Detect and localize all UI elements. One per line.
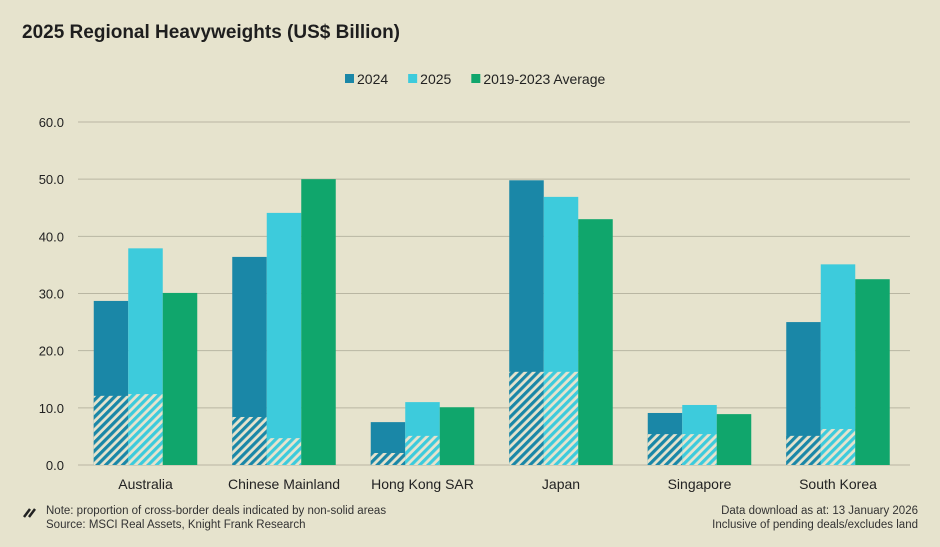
legend-swatch xyxy=(471,74,481,83)
y-tick-label: 20.0 xyxy=(39,344,64,359)
bars xyxy=(93,179,890,465)
bar-2019-2023-average xyxy=(578,219,613,465)
footer-note: Note: proportion of cross-border deals i… xyxy=(46,505,386,517)
bar-cross-border-portion xyxy=(232,416,267,465)
y-tick-label: 50.0 xyxy=(39,172,64,187)
y-tick-label: 30.0 xyxy=(39,287,64,302)
x-tick-label: Singapore xyxy=(668,476,732,492)
y-tick-label: 60.0 xyxy=(39,115,64,130)
bar-cross-border-portion xyxy=(405,435,440,465)
y-tick-label: 10.0 xyxy=(39,401,64,416)
hatch-icon xyxy=(23,508,36,518)
legend: 2024 2025 2019-2023 Average xyxy=(345,71,605,87)
legend-swatch xyxy=(345,74,354,83)
legend-label: 2025 xyxy=(420,71,451,87)
footer-download-date: Data download as at: 13 January 2026 xyxy=(721,505,918,517)
bar-cross-border-portion xyxy=(128,394,163,465)
bar-2019-2023-average xyxy=(301,179,336,465)
legend-swatch xyxy=(408,74,418,83)
legend-label: 2024 xyxy=(357,71,388,87)
x-tick-label: Australia xyxy=(118,476,173,492)
bar-cross-border-portion xyxy=(93,395,129,465)
bar-cross-border-portion xyxy=(682,434,717,465)
x-tick-label: Japan xyxy=(542,476,580,492)
footer-source: Source: MSCI Real Assets, Knight Frank R… xyxy=(46,519,306,531)
x-tick-label: Hong Kong SAR xyxy=(371,476,474,492)
gridlines: 0.0 10.0 20.0 30.0 40.0 50.0 60.0 xyxy=(39,115,910,473)
bar-cross-border-portion xyxy=(543,371,579,465)
x-axis-labels: Australia Chinese Mainland Hong Kong SAR Ja… xyxy=(118,476,877,492)
bar-2025 xyxy=(266,212,302,465)
x-tick-label: South Korea xyxy=(799,476,877,492)
bar-cross-border-portion xyxy=(647,434,683,465)
footer-inclusive: Inclusive of pending deals/excludes land xyxy=(712,519,918,531)
bar-cross-border-portion xyxy=(786,435,821,465)
y-tick-label: 40.0 xyxy=(39,229,64,244)
bar-cross-border-portion xyxy=(509,371,544,465)
bar-2019-2023-average xyxy=(439,407,475,465)
y-tick-label: 0.0 xyxy=(46,458,64,473)
bar-cross-border-portion xyxy=(266,438,302,465)
chart-title: 2025 Regional Heavyweights (US$ Billion) xyxy=(22,22,400,43)
bar-cross-border-portion xyxy=(370,452,406,465)
bar-2019-2023-average xyxy=(162,292,198,465)
bar-2019-2023-average xyxy=(716,414,752,465)
bar-cross-border-portion xyxy=(820,428,856,465)
bar-2019-2023-average xyxy=(855,279,890,465)
legend-label: 2019-2023 Average xyxy=(483,71,605,87)
x-tick-label: Chinese Mainland xyxy=(228,476,340,492)
